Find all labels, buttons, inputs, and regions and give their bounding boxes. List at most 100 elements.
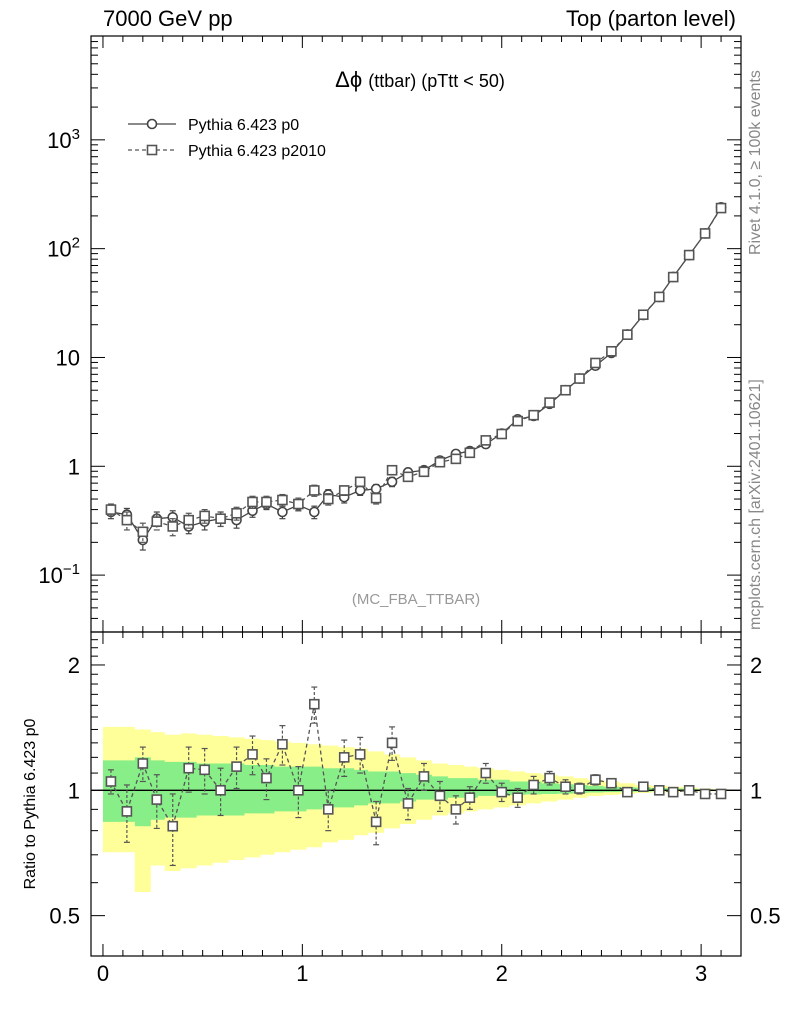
- data-point: [528, 409, 539, 421]
- ratio-point: [638, 781, 649, 793]
- series-line: [110, 207, 722, 533]
- ratio-point: [322, 804, 334, 815]
- ratio-point: [464, 792, 476, 803]
- legend-label: Pythia 6.423 p0: [188, 117, 299, 134]
- ratio-point: [370, 816, 382, 828]
- ratio-point: [667, 786, 679, 798]
- y-tick-label: 103: [47, 126, 80, 153]
- data-point: [653, 291, 665, 303]
- header-right: Top (parton level): [566, 6, 736, 31]
- data-point: [309, 485, 320, 496]
- ratio-point: [183, 762, 194, 774]
- ratio-point: [338, 752, 350, 763]
- data-point: [151, 516, 163, 527]
- ratio-point: [496, 786, 508, 798]
- ratio-y-axis-label: Ratio to Pythia 6.423 p0: [22, 719, 39, 890]
- ratio-point: [606, 777, 617, 789]
- ratio-point: [699, 788, 711, 800]
- ratio-y-tick-label-right: 2: [750, 653, 762, 678]
- ratio-point: [167, 820, 179, 832]
- ratio-point: [105, 776, 117, 787]
- ratio-point: [293, 785, 304, 796]
- ratio-point: [574, 783, 585, 794]
- data-point: [418, 466, 430, 478]
- ratio-point: [247, 749, 258, 760]
- ratio-point: [309, 698, 320, 710]
- ratio-point: [277, 738, 288, 750]
- analysis-label: (MC_FBA_TTBAR): [352, 591, 480, 608]
- data-point: [699, 228, 711, 239]
- ratio-y-tick-label-right: 0.5: [750, 904, 781, 929]
- legend-label: Pythia 6.423 p2010: [188, 143, 326, 160]
- ratio-y-tick-label: 0.5: [49, 904, 80, 929]
- data-point: [167, 521, 179, 532]
- x-tick-label: 2: [496, 961, 508, 986]
- ratio-point: [434, 790, 446, 802]
- x-tick-label: 1: [296, 961, 308, 986]
- legend-marker: [146, 118, 158, 130]
- ratio-panel: 0.5 0.5 1 1 2 2 0 1 2 3 Ratio to Pythia 6.423 p0: [22, 631, 781, 986]
- data-point: [370, 492, 382, 504]
- series-p0: [105, 201, 727, 551]
- ratio-point: [121, 806, 133, 817]
- data-point: [496, 428, 508, 440]
- y-tick-label: 10: [56, 345, 80, 370]
- data-point: [464, 447, 476, 459]
- data-point: [715, 202, 727, 214]
- data-point: [137, 526, 149, 538]
- ratio-point: [386, 737, 398, 749]
- x-tick-label: 3: [695, 961, 707, 986]
- data-point: [667, 271, 679, 283]
- data-point: [512, 415, 523, 427]
- header-left: 7000 GeV pp: [103, 6, 233, 31]
- data-point: [402, 471, 414, 483]
- data-point: [574, 373, 585, 384]
- ratio-y-tick-label-right: 1: [750, 778, 762, 803]
- ratio-series-line: [110, 704, 722, 828]
- ratio-point: [480, 767, 492, 779]
- ratio-point: [512, 792, 523, 803]
- data-point: [121, 514, 133, 526]
- y-tick-label: 1: [68, 454, 80, 479]
- ratio-point: [354, 749, 366, 760]
- ratio-frame: [90, 631, 742, 957]
- y-tick-label: 10−1: [38, 561, 80, 588]
- ratio-y-tick-label: 2: [68, 653, 80, 678]
- ratio-point: [683, 785, 695, 796]
- ratio-point: [544, 772, 555, 784]
- ratio-point: [560, 781, 571, 793]
- data-point: [560, 384, 571, 396]
- data-point: [450, 453, 462, 465]
- data-point: [277, 506, 288, 518]
- data-point: [322, 493, 334, 505]
- ratio-band-inner: [102, 757, 730, 827]
- data-point: [683, 249, 695, 261]
- y-tick-label: 102: [47, 235, 80, 262]
- data-point: [354, 476, 366, 488]
- ratio-point: [450, 804, 462, 815]
- data-point: [309, 506, 320, 518]
- data-point: [480, 435, 492, 446]
- ratio-point: [137, 758, 149, 769]
- data-point: [544, 397, 555, 408]
- data-point: [638, 309, 649, 321]
- series-p2010: [105, 202, 727, 543]
- x-tick-label: 0: [97, 961, 109, 986]
- ratio-point: [199, 764, 210, 776]
- data-point: [105, 504, 117, 515]
- data-point: [261, 496, 272, 508]
- series-line: [110, 206, 722, 542]
- data-point: [386, 476, 398, 488]
- data-point: [293, 498, 304, 510]
- data-point: [590, 357, 601, 369]
- ratio-point: [622, 786, 633, 798]
- ratio-point: [418, 771, 430, 782]
- data-point: [434, 456, 446, 468]
- ratio-series-p2010: [105, 686, 727, 867]
- data-point: [622, 329, 633, 340]
- ratio-point: [715, 788, 727, 800]
- data-point: [199, 510, 210, 522]
- data-point: [338, 485, 350, 496]
- plot-title: Δϕ (ttbar) (pTtt < 50): [335, 67, 505, 92]
- ratio-point: [402, 798, 414, 809]
